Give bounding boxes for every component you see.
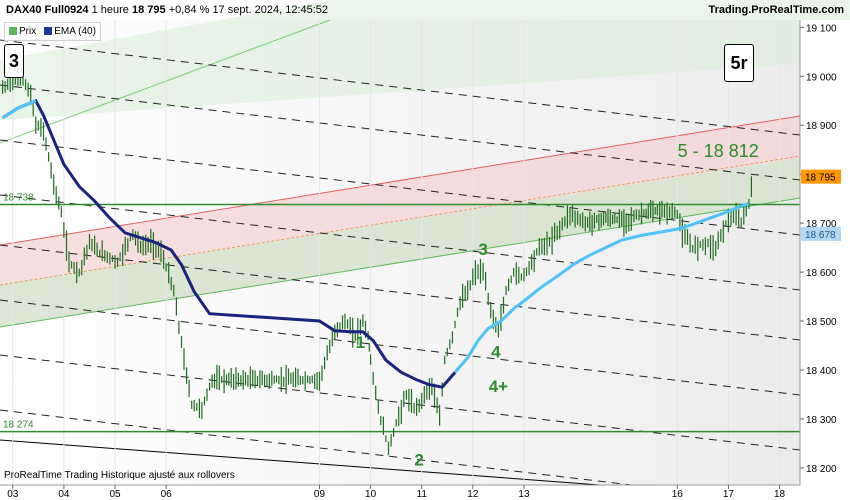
wave-label-4: 4+ — [489, 377, 508, 396]
y-tick-label: 18 900 — [806, 121, 837, 132]
x-tick-label: 05 — [109, 489, 121, 500]
y-tick-label: 18 300 — [806, 415, 837, 426]
wave-count-box-left: 3 — [4, 44, 24, 78]
ema-line-light — [453, 202, 750, 374]
last-price-tag — [801, 169, 841, 184]
upper-channel-line — [0, 19, 331, 144]
footer-note: ProRealTime Trading Historique ajusté au… — [4, 470, 235, 481]
x-axis-panel — [0, 485, 850, 500]
ema-line-start — [1, 99, 37, 120]
y-tick-label: 18 200 — [806, 464, 837, 475]
y-tick-label: 18 400 — [806, 366, 837, 377]
level-label-0: 18 738 — [3, 193, 34, 204]
red-channel-top — [0, 115, 801, 246]
legend-item-price[interactable]: Prix — [9, 26, 36, 37]
x-tick-label: 12 — [467, 489, 479, 500]
instrument-name: DAX40 Full0924 — [6, 4, 89, 16]
price-series — [1, 71, 753, 456]
price-change: +0,84 % — [168, 4, 210, 16]
price-swatch — [9, 27, 17, 35]
brand-label: Trading.ProRealTime.com — [708, 4, 844, 16]
lower-black-trendline — [0, 439, 601, 486]
x-tick-label: 03 — [7, 489, 19, 500]
ema-swatch — [44, 27, 53, 35]
orange-midline — [0, 155, 801, 286]
wave-label-5: 5 - 18 812 — [678, 141, 759, 161]
x-tick-label: 17 — [723, 489, 735, 500]
ema-price-tag — [801, 226, 841, 241]
x-tick-label: 06 — [161, 489, 173, 500]
x-tick-label: 09 — [314, 489, 326, 500]
y-tick-label: 18 500 — [806, 317, 837, 328]
y-tick-label: 19 100 — [806, 23, 837, 34]
level-label-1: 18 274 — [3, 420, 34, 431]
ema-price-tag-text: 18 678 — [805, 230, 836, 241]
chart-title: DAX40 Full0924 1 heure 18 795 +0,84 % 17… — [6, 4, 328, 16]
x-tick-label: 18 — [774, 489, 786, 500]
timestamp: 17 sept. 2024, 12:45:52 — [212, 4, 329, 16]
wave-label-2: 3 — [478, 240, 487, 259]
y-tick-label: 18 600 — [806, 268, 837, 279]
y-tick-label: 19 000 — [806, 72, 837, 83]
wave-label-1: 2 — [414, 450, 423, 469]
last-price: 18 795 — [131, 4, 166, 16]
wave-count-box-right: 5r — [724, 44, 754, 82]
green-channel-fill — [0, 158, 800, 327]
y-tick-label: 18 700 — [806, 219, 837, 230]
legend-item-ema[interactable]: EMA (40) — [44, 26, 96, 37]
upper-green-channel — [0, 0, 850, 120]
legend[interactable]: Prix EMA (40) — [4, 22, 101, 41]
x-tick-label: 04 — [58, 489, 70, 500]
last-price-tag-text: 18 795 — [805, 173, 836, 184]
x-tick-label: 11 — [417, 489, 428, 500]
wave-annotations: 1 2 3 4 4+ 5 - 18 812 — [356, 141, 759, 469]
channels — [0, 0, 850, 486]
x-tick-label: 10 — [365, 489, 377, 500]
timeframe: 1 heure — [91, 4, 129, 16]
x-tick-label: 13 — [518, 489, 530, 500]
ema-line-dark — [1, 98, 457, 389]
y-axis-panel — [800, 20, 850, 485]
x-tick-label: 16 — [672, 489, 684, 500]
wave-label-3: 4 — [491, 343, 501, 362]
ema-series — [1, 98, 750, 389]
wave-label-0: 1 — [356, 333, 365, 352]
